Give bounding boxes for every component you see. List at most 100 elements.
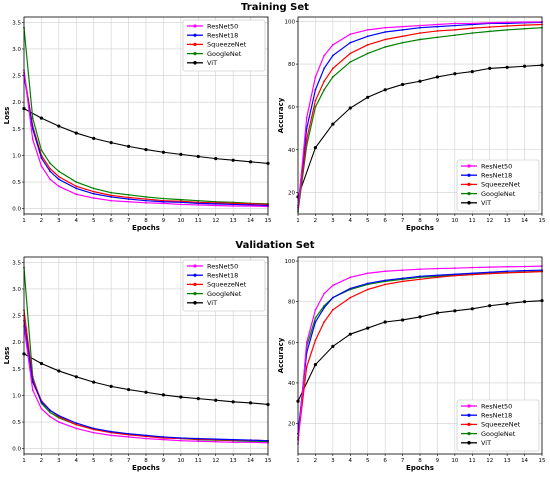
train_loss-point-googlenet	[110, 191, 113, 194]
val_acc-point-squeezenet	[366, 288, 369, 291]
val_loss-point-resnet50	[110, 434, 113, 437]
train_loss-point-vit	[39, 116, 44, 120]
train_acc-point-vit	[488, 66, 492, 70]
val_loss-x-tick-label: 8	[144, 458, 148, 464]
train_loss-x-tick-label: 6	[109, 218, 113, 224]
train_loss-legend-marker-googlenet	[193, 52, 197, 56]
val_acc-point-resnet18	[453, 273, 456, 276]
train_acc-point-googlenet	[401, 41, 404, 44]
val_acc-point-resnet50	[314, 308, 317, 311]
train_acc-point-resnet50	[323, 54, 326, 57]
val_acc-point-resnet18	[419, 275, 421, 278]
train_loss-point-resnet18	[31, 127, 34, 130]
train_acc-point-googlenet	[436, 36, 439, 39]
val_acc-x-tick-label: 14	[521, 458, 528, 464]
val_acc-point-resnet18	[506, 270, 509, 273]
val_loss-point-resnet18	[249, 439, 252, 442]
train_acc-point-vit	[435, 75, 440, 79]
val_loss-point-vit	[144, 390, 148, 394]
train_loss-point-resnet50	[127, 200, 130, 203]
val_acc-frame	[297, 256, 543, 455]
train_acc-point-vit	[400, 82, 405, 87]
val_loss-point-resnet50	[57, 421, 60, 423]
val_acc-point-resnet18	[384, 279, 387, 282]
val_loss-point-resnet18	[145, 434, 147, 437]
val_acc-y-tick-label: 60	[288, 340, 295, 346]
train_acc-point-vit	[348, 106, 352, 110]
train_acc-point-vit	[522, 64, 527, 68]
val_loss-point-resnet50	[31, 389, 34, 392]
val_loss-point-vit	[179, 395, 183, 399]
train_loss-point-resnet50	[31, 138, 34, 141]
val_loss-point-vit	[196, 397, 200, 401]
train_loss-point-resnet50	[110, 199, 113, 202]
train_loss-point-resnet50	[57, 185, 60, 188]
validation-set-title: Validation Set	[235, 240, 314, 251]
train_loss-point-resnet18	[40, 157, 43, 159]
val_loss-frame	[23, 256, 269, 455]
val_acc-y-tick-label: 100	[285, 259, 296, 265]
train_loss-legend-marker-resnet50	[193, 24, 197, 28]
val_acc-point-resnet50	[349, 276, 352, 279]
train_acc-point-googlenet	[314, 106, 317, 108]
val_acc-point-vit	[331, 344, 335, 348]
val_acc-y-tick-label: 40	[288, 381, 295, 387]
val_loss-x-tick-label: 12	[212, 458, 219, 464]
val_acc-point-vit	[505, 302, 509, 306]
val_acc-x-tick-label: 12	[486, 458, 493, 464]
val_acc-legend-label-vit: ViT	[481, 439, 491, 447]
train_loss-legend-label-vit: ViT	[207, 59, 217, 67]
train_acc-point-resnet18	[366, 35, 369, 38]
train_acc-point-resnet18	[453, 24, 456, 27]
train_acc-point-squeezenet	[471, 27, 474, 30]
val_acc-x-tick-label: 13	[504, 458, 511, 464]
train_loss-point-resnet18	[197, 202, 200, 205]
val_loss-point-vit	[248, 401, 253, 405]
train_acc-point-squeezenet	[523, 24, 526, 27]
val_loss-legend-marker-resnet50	[193, 264, 197, 268]
val_loss-point-googlenet	[49, 411, 52, 414]
val_loss-legend-label-vit: ViT	[207, 299, 217, 307]
val_loss-point-resnet50	[214, 440, 217, 443]
val_acc-point-vit	[383, 320, 387, 324]
train_loss-point-resnet18	[49, 170, 52, 173]
val_loss-point-squeezenet	[75, 423, 78, 426]
train_acc-point-squeezenet	[305, 138, 308, 140]
val_acc-x-tick-label: 3	[331, 458, 335, 464]
val_acc-y-tick-label: 20	[288, 422, 295, 428]
val_loss-y-tick-label: 3.0	[12, 287, 21, 293]
train_acc-legend-marker-resnet18	[467, 173, 471, 177]
train_acc-x-tick-label: 15	[539, 218, 546, 224]
val_loss-legend-label-resnet50: ResNet50	[207, 262, 238, 270]
train_loss-point-googlenet	[145, 196, 147, 198]
val_acc-point-resnet50	[453, 267, 456, 270]
val_loss-point-resnet50	[75, 427, 78, 430]
train_acc-y-tick-label: 40	[288, 148, 295, 154]
train_acc-legend-marker-googlenet	[467, 192, 471, 196]
val_loss-y-tick-label: 2.5	[12, 314, 21, 320]
train_loss-point-resnet50	[197, 204, 200, 206]
train_acc-panel: 1 2 3 4 5 6 7 8 9 10 11 12 13 14 1520406080100EpochsAc…	[277, 16, 546, 232]
train_acc-point-vit	[366, 95, 370, 99]
val_loss-point-resnet18	[57, 414, 60, 417]
train_loss-point-resnet50	[75, 193, 78, 196]
val_loss-point-resnet50	[179, 439, 182, 442]
val_loss-point-resnet18	[40, 400, 43, 403]
train_acc-x-tick-label: 13	[504, 218, 511, 224]
train_acc-point-squeezenet	[453, 28, 456, 31]
train_loss-point-vit	[109, 141, 113, 145]
train_acc-point-googlenet	[523, 27, 526, 30]
val_acc-point-squeezenet	[384, 283, 387, 286]
val_loss-point-vit	[57, 369, 61, 373]
train_acc-point-resnet50	[384, 26, 387, 29]
train_loss-x-tick-label: 10	[177, 218, 184, 224]
val_acc-point-squeezenet	[506, 271, 509, 274]
val_acc-x-tick-label: 8	[418, 458, 422, 464]
train_loss-point-resnet18	[162, 200, 165, 203]
train_loss-x-tick-label: 5	[92, 218, 96, 224]
train_loss-y-tick-label: 2.5	[12, 74, 21, 80]
val_loss-legend-label-squeezenet: SqueezeNet	[207, 281, 247, 289]
train_acc-point-vit	[313, 146, 318, 150]
train_acc-point-squeezenet	[401, 35, 404, 38]
val_acc-legend	[456, 399, 540, 452]
